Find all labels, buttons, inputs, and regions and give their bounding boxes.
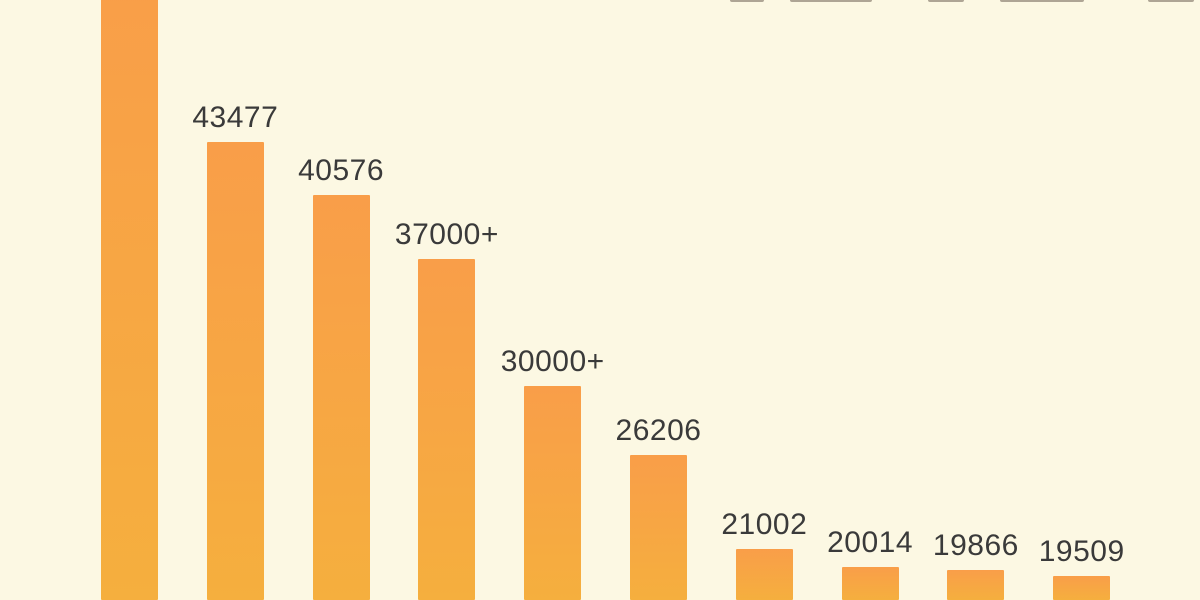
bar — [947, 569, 1005, 600]
bar-value-label: 43477 — [192, 101, 279, 135]
bar — [418, 259, 476, 600]
cutoff-text-fragment — [1000, 0, 1084, 2]
bar-value-label: 40576 — [298, 153, 385, 187]
bar — [1053, 576, 1111, 600]
cutoff-text-fragment — [790, 0, 872, 2]
bar-value-label: 37000+ — [394, 218, 499, 252]
cutoff-text-fragment — [1148, 0, 1194, 2]
bar — [524, 386, 582, 600]
bar — [312, 194, 370, 600]
bar — [206, 142, 264, 600]
bar-value-label: 30000+ — [500, 345, 605, 379]
cutoff-text-fragment — [928, 0, 964, 2]
bar — [841, 567, 899, 600]
bar-value-label: 21002 — [721, 508, 808, 542]
bar — [101, 0, 158, 600]
bar-value-label: 26206 — [615, 414, 702, 448]
bar-value-label: 20014 — [827, 526, 914, 560]
bar-value-label: 19866 — [932, 528, 1019, 562]
bar-value-label: 19509 — [1038, 535, 1125, 569]
cutoff-text-fragment — [730, 0, 764, 2]
bar — [735, 549, 793, 600]
bar — [630, 455, 687, 600]
